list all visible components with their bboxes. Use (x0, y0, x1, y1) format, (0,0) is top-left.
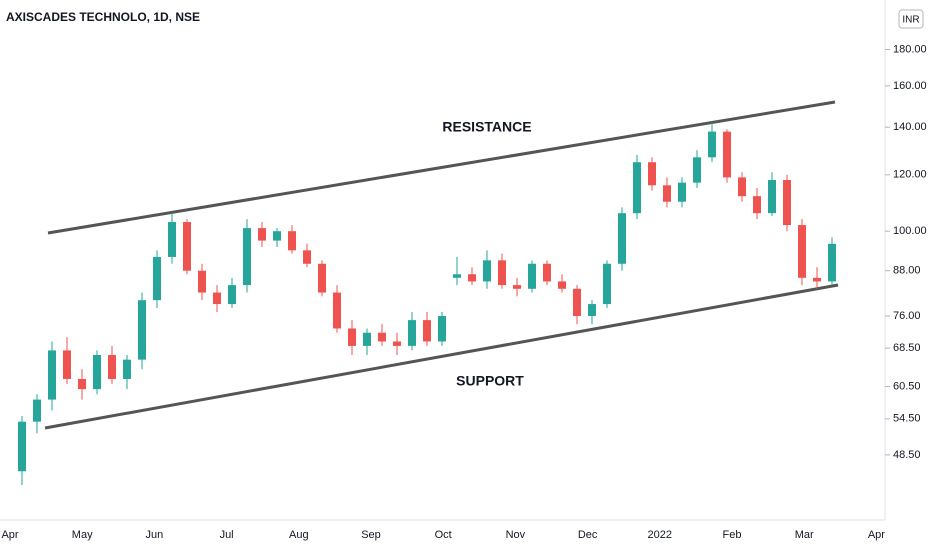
candle-body (273, 231, 281, 241)
candle-body (438, 316, 446, 342)
candle-body (483, 260, 491, 282)
x-tick-label: 2022 (648, 529, 672, 541)
candle-body (603, 263, 611, 305)
y-tick-label: 48.50 (893, 449, 921, 461)
candle-body (798, 225, 806, 278)
candle-body (618, 213, 626, 264)
candle-body (288, 231, 296, 251)
candle-body (333, 292, 341, 329)
candle-body (753, 196, 761, 214)
y-tick-label: 88.00 (893, 265, 921, 277)
candle-body (513, 285, 521, 289)
candle-body (663, 185, 671, 202)
y-tick-label: 160.00 (893, 80, 927, 92)
candle-body (573, 288, 581, 317)
candle-body (813, 277, 821, 282)
y-tick-label: 68.50 (893, 342, 921, 354)
candle-body (78, 378, 86, 390)
currency-badge (898, 9, 924, 29)
candle-body (183, 222, 191, 271)
x-tick-label: Nov (506, 529, 526, 541)
candle-body (678, 182, 686, 202)
currency-label: INR (902, 15, 919, 26)
x-tick-label: Oct (435, 529, 452, 541)
candle-body (63, 350, 71, 379)
x-tick-label: Jul (220, 529, 234, 541)
y-tick-label: 180.00 (893, 43, 927, 55)
candle-body (408, 320, 416, 346)
y-tick-label: 76.00 (893, 310, 921, 322)
candle-body (258, 228, 266, 241)
candle-body (363, 332, 371, 346)
candle-body (108, 354, 116, 379)
candle-body (468, 274, 476, 282)
y-tick-label: 54.50 (893, 413, 921, 425)
x-tick-label: Aug (289, 529, 309, 541)
x-tick-label: Jun (146, 529, 164, 541)
candle-body (168, 222, 176, 257)
candle-body (648, 162, 656, 186)
y-tick-label: 100.00 (893, 225, 927, 237)
chart-title: AXISCADES TECHNOLO, 1D, NSE (6, 10, 200, 24)
candle-body (558, 281, 566, 289)
candle-body (393, 341, 401, 346)
candle-body (783, 180, 791, 226)
candle-body (423, 320, 431, 342)
candle-body (708, 131, 716, 158)
candle-body (528, 263, 536, 289)
x-tick-label: Apr (868, 529, 885, 541)
resistance-line (47, 100, 836, 235)
candle-body (123, 359, 131, 379)
candle-body (633, 162, 641, 214)
candle-body (723, 131, 731, 178)
candle-body (453, 274, 461, 278)
candle-body (153, 256, 161, 301)
candle-body (303, 250, 311, 264)
candle-body (498, 260, 506, 286)
candle-body (828, 243, 836, 282)
candle-body (768, 180, 776, 214)
candle-body (588, 304, 596, 317)
candle-body (378, 332, 386, 342)
x-tick-label: Feb (723, 529, 742, 541)
candle-body (138, 300, 146, 360)
candle-body (318, 263, 326, 293)
candle-body (198, 270, 206, 293)
y-tick-label: 60.50 (893, 380, 921, 392)
candle-body (228, 285, 236, 305)
candle-body (543, 263, 551, 282)
x-tick-label: Dec (578, 529, 598, 541)
resistance-label: RESISTANCE (442, 119, 531, 135)
candle-body (18, 421, 26, 472)
y-tick-label: 120.00 (893, 169, 927, 181)
candle-body (33, 399, 41, 422)
candle-body (738, 177, 746, 197)
candle-body (348, 328, 356, 346)
x-tick-label: Apr (1, 529, 18, 541)
x-tick-label: May (72, 529, 93, 541)
candle-body (243, 228, 251, 286)
support-line (44, 283, 839, 430)
x-tick-label: Sep (361, 529, 381, 541)
candle-body (48, 350, 56, 400)
x-tick-label: Mar (795, 529, 814, 541)
candle-body (93, 354, 101, 390)
support-label: SUPPORT (456, 373, 524, 389)
candle-body (213, 292, 221, 305)
candle-body (693, 157, 701, 183)
y-tick-label: 140.00 (893, 121, 927, 133)
